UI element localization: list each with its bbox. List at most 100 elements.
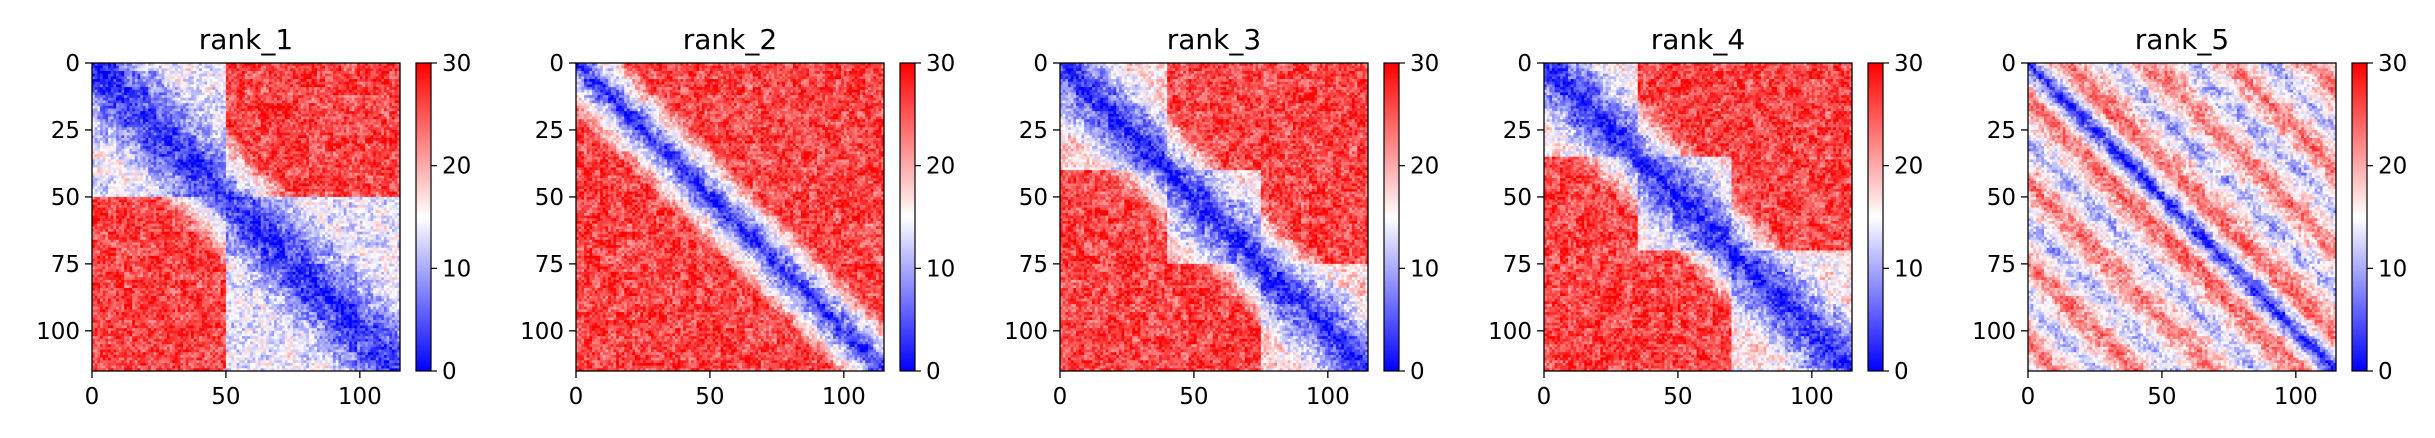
heatmap-cell bbox=[250, 76, 253, 79]
heatmap-cell bbox=[210, 66, 213, 69]
heatmap-cell bbox=[360, 71, 363, 74]
heatmap-cell bbox=[247, 98, 250, 101]
heatmap-cell bbox=[290, 68, 293, 71]
heatmap-cell bbox=[105, 95, 108, 98]
heatmap-cell bbox=[204, 98, 207, 101]
heatmap-cell bbox=[352, 68, 355, 71]
heatmap-cell bbox=[180, 79, 183, 82]
heatmap-cell bbox=[328, 76, 331, 79]
heatmap-cell bbox=[175, 101, 178, 104]
heatmap-cell bbox=[130, 68, 133, 71]
heatmap-cell bbox=[333, 71, 336, 74]
heatmap-cell bbox=[296, 82, 299, 85]
heatmap-cell bbox=[127, 68, 130, 71]
heatmap-cell bbox=[317, 95, 320, 98]
heatmap-cell bbox=[218, 76, 221, 79]
heatmap-cell bbox=[103, 92, 106, 95]
heatmap-cell bbox=[218, 66, 221, 69]
heatmap-cell bbox=[130, 95, 133, 98]
heatmap-cell bbox=[138, 90, 141, 93]
heatmap-cell bbox=[194, 68, 197, 71]
heatmap-cell bbox=[317, 76, 320, 79]
heatmap-cell bbox=[226, 76, 229, 79]
heatmap-cell bbox=[344, 92, 347, 95]
heatmap-cell bbox=[320, 82, 323, 85]
heatmap-cell bbox=[269, 84, 272, 87]
heatmap-cell bbox=[180, 66, 183, 69]
heatmap-cell bbox=[322, 92, 325, 95]
heatmap-cell bbox=[384, 95, 387, 98]
heatmap-cell bbox=[365, 66, 368, 69]
heatmap-cell bbox=[293, 98, 296, 101]
heatmap-cell bbox=[170, 90, 173, 93]
heatmap-cell bbox=[111, 84, 114, 87]
heatmap-cell bbox=[229, 101, 232, 104]
heatmap-cell bbox=[253, 92, 256, 95]
heatmap-cell bbox=[253, 66, 256, 69]
heatmap-cell bbox=[352, 76, 355, 79]
heatmap-cell bbox=[279, 95, 282, 98]
heatmap-cell bbox=[132, 66, 135, 69]
heatmap-cell bbox=[132, 84, 135, 87]
heatmap-cell bbox=[365, 82, 368, 85]
heatmap-cell bbox=[293, 74, 296, 77]
heatmap-cell bbox=[188, 74, 191, 77]
heatmap-cell bbox=[221, 84, 224, 87]
heatmap-cell bbox=[322, 82, 325, 85]
heatmap-cell bbox=[349, 68, 352, 71]
heatmap-cell bbox=[288, 92, 291, 95]
heatmap-cell bbox=[127, 71, 130, 74]
heatmap-cell bbox=[108, 87, 111, 90]
heatmap-cell bbox=[140, 98, 143, 101]
heatmap-cell bbox=[138, 101, 141, 104]
heatmap-cell bbox=[296, 68, 299, 71]
heatmap-cell bbox=[186, 90, 189, 93]
heatmap-cell bbox=[298, 90, 301, 93]
heatmap-cell bbox=[223, 90, 226, 93]
heatmap-cell bbox=[172, 79, 175, 82]
heatmap-cell bbox=[188, 98, 191, 101]
heatmap-cell bbox=[285, 90, 288, 93]
heatmap-cell bbox=[183, 101, 186, 104]
heatmap-cell bbox=[138, 74, 141, 77]
heatmap-cell bbox=[127, 82, 130, 85]
heatmap-cell bbox=[389, 87, 392, 90]
heatmap-cell bbox=[333, 90, 336, 93]
heatmap-cell bbox=[204, 71, 207, 74]
heatmap-cell bbox=[261, 95, 264, 98]
heatmap-cell bbox=[312, 68, 315, 71]
heatmap-cell bbox=[274, 95, 277, 98]
heatmap-cell bbox=[186, 68, 189, 71]
heatmap-cell bbox=[178, 68, 181, 71]
heatmap-cell bbox=[119, 74, 122, 77]
heatmap-cell bbox=[226, 79, 229, 82]
heatmap-cell bbox=[279, 98, 282, 101]
heatmap-cell bbox=[188, 101, 191, 104]
heatmap-cell bbox=[277, 76, 280, 79]
heatmap-cell bbox=[309, 76, 312, 79]
heatmap-cell bbox=[255, 95, 258, 98]
heatmap-cell bbox=[97, 71, 100, 74]
heatmap-cell bbox=[266, 68, 269, 71]
heatmap-cell bbox=[151, 66, 154, 69]
heatmap-cell bbox=[95, 66, 98, 69]
heatmap-cell bbox=[365, 98, 368, 101]
heatmap-cell bbox=[344, 87, 347, 90]
heatmap-cell bbox=[389, 95, 392, 98]
heatmap-cell bbox=[365, 79, 368, 82]
heatmap-cell bbox=[282, 76, 285, 79]
heatmap-cell bbox=[338, 74, 341, 77]
heatmap-cell bbox=[146, 84, 149, 87]
heatmap-cell bbox=[103, 90, 106, 93]
heatmap-cell bbox=[159, 68, 162, 71]
heatmap-cell bbox=[349, 79, 352, 82]
heatmap-cell bbox=[148, 76, 151, 79]
heatmap-cell bbox=[223, 95, 226, 98]
heatmap-cell bbox=[263, 98, 266, 101]
heatmap-cell bbox=[105, 92, 108, 95]
heatmap-cell bbox=[111, 79, 114, 82]
heatmap-cell bbox=[263, 87, 266, 90]
heatmap-cell bbox=[213, 92, 216, 95]
heatmap-cell bbox=[330, 82, 333, 85]
